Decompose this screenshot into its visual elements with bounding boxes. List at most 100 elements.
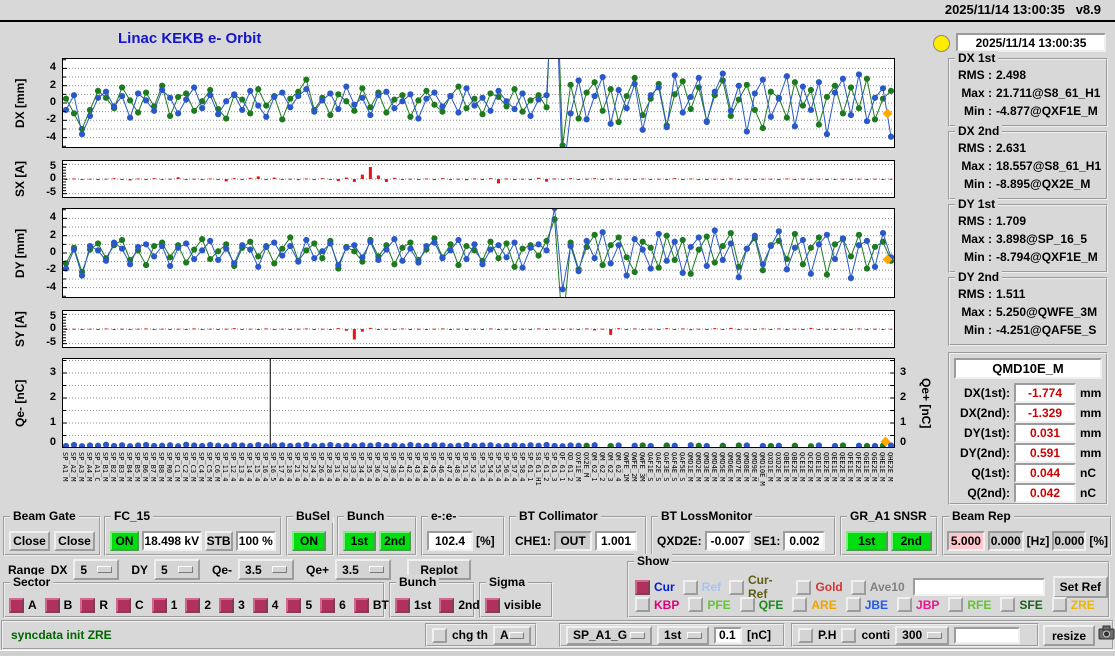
tick-label: 3	[900, 366, 907, 378]
show-checkbox-rfe-box[interactable]	[948, 597, 964, 612]
sector-checkbox-BT[interactable]: BT	[353, 597, 389, 613]
sector-checkbox-R-box[interactable]	[80, 597, 96, 613]
show-checkbox-ref[interactable]: Ref	[682, 579, 721, 595]
bpm-name-label: SP_58_4	[517, 452, 526, 482]
sx-steering-plot	[62, 160, 895, 198]
sector-checkbox-B-box[interactable]	[44, 597, 60, 613]
sector-checkbox-C[interactable]: C	[116, 597, 144, 613]
ref-name-input[interactable]	[912, 578, 1045, 596]
show-checkbox-jbp[interactable]: JBP	[897, 597, 939, 612]
sector-checkbox-A-box[interactable]	[9, 597, 24, 613]
sector-checkbox-2[interactable]: 2	[185, 597, 211, 613]
bunch-dropdown[interactable]: 1st	[657, 625, 709, 645]
show-checkbox-pfe[interactable]: PFE	[688, 597, 731, 612]
show-checkbox-are[interactable]: ARE	[792, 597, 837, 612]
bunch-2nd-indicator[interactable]: 2nd	[378, 530, 411, 551]
show-checkbox-ave10-box[interactable]	[850, 579, 866, 595]
sp-dropdown[interactable]: SP_A1_G	[566, 625, 652, 645]
bpm-name-label: QAF5E_S	[677, 452, 686, 482]
sector-checkbox-A[interactable]: A	[9, 597, 37, 613]
show-checkbox-ave10[interactable]: Ave10	[850, 579, 905, 595]
bpm-name-label: SP_C3_M	[189, 452, 198, 482]
fc15-stb-button[interactable]: STB	[204, 530, 233, 551]
sector-checkbox-3-box[interactable]	[219, 597, 235, 613]
show-checkbox-are-box[interactable]	[792, 597, 808, 612]
bpm-name-label: SP_61_2	[541, 452, 550, 482]
sector-checkbox-4[interactable]: 4	[252, 597, 278, 613]
sector-checkbox-R[interactable]: R	[80, 597, 108, 613]
fc15-on-button[interactable]: ON	[110, 530, 139, 551]
gr-snsr-1st-indicator[interactable]: 1st	[846, 530, 888, 551]
bunch-checkbox-1st-box[interactable]	[395, 597, 410, 613]
mode-dropdown[interactable]: A	[493, 625, 531, 645]
stat-box-title: DX 1st	[955, 51, 999, 65]
sector-checkbox-B[interactable]: B	[44, 597, 72, 613]
bunch-checkbox-2nd[interactable]: 2nd	[439, 597, 480, 613]
show-checkbox-cur[interactable]: Cur	[635, 579, 675, 595]
range-dy-dropdown[interactable]: 5	[154, 559, 201, 580]
conti-checkbox[interactable]	[841, 627, 857, 643]
show-checkbox-sfe-box[interactable]	[1000, 597, 1016, 612]
show-checkbox-qfe[interactable]: QFE	[739, 597, 783, 612]
che1-out-indicator[interactable]: OUT	[554, 530, 593, 551]
show-checkbox-qfe-box[interactable]	[739, 597, 755, 612]
sector-checkbox-6-box[interactable]	[320, 597, 336, 613]
sigma-visible-checkbox[interactable]: visible	[485, 597, 541, 613]
show-checkbox-jbp-box[interactable]	[897, 597, 913, 612]
ph-checkbox[interactable]	[798, 627, 813, 643]
sector-checkbox-5[interactable]: 5	[286, 597, 312, 613]
threshold-input[interactable]	[714, 626, 742, 644]
gr-snsr-2nd-indicator[interactable]: 2nd	[890, 530, 932, 551]
sector-checkbox-BT-box[interactable]	[353, 597, 369, 613]
bpm-name-label: SP_11_4	[221, 452, 230, 482]
show-checkbox-jbe-box[interactable]	[845, 597, 861, 612]
busel-group: BuSel ON	[286, 509, 334, 556]
beam-rep-set-value: 5.000	[947, 530, 985, 551]
range-dx-dropdown[interactable]: 5	[73, 559, 120, 580]
show-checkbox-kbp-box[interactable]	[635, 597, 650, 612]
show-checkbox-sfe[interactable]: SFE	[1000, 597, 1043, 612]
show-checkbox-ref-box[interactable]	[682, 579, 698, 595]
sector-checkbox-1-box[interactable]	[151, 597, 167, 613]
bpm-name-label: QAF4E_S	[669, 452, 678, 482]
sector-checkbox-1[interactable]: 1	[151, 597, 177, 613]
bunch-checkbox-1st[interactable]: 1st	[395, 597, 431, 613]
busel-on-button[interactable]: ON	[292, 530, 326, 551]
sigma-visible-checkbox-box[interactable]	[485, 597, 500, 613]
sector-checkbox-4-box[interactable]	[252, 597, 268, 613]
show-checkbox-cur-box[interactable]	[635, 579, 650, 595]
sector-checkbox-3[interactable]: 3	[219, 597, 245, 613]
resize-button[interactable]: resize	[1043, 625, 1095, 646]
show-checkbox-zre-box[interactable]	[1051, 597, 1067, 612]
bunch-checkbox-2nd-box[interactable]	[439, 597, 455, 613]
show-checkbox-gold[interactable]: Gold	[796, 579, 843, 595]
show-checkbox-gold-box[interactable]	[796, 579, 812, 595]
range-qe-minus-dropdown[interactable]: 3.5	[238, 559, 295, 580]
bpm-name-label: QGE2E_M	[869, 452, 878, 482]
beam-gate-close-button-2[interactable]: Close	[54, 530, 95, 551]
range-qe-plus-dropdown[interactable]: 3.5	[335, 559, 392, 580]
beam-gate-close-button-1[interactable]: Close	[9, 530, 50, 551]
set-ref-button[interactable]: Set Ref	[1052, 576, 1108, 598]
sector-checkbox-BT-label: BT	[372, 598, 389, 612]
replot-button[interactable]: Replot	[407, 559, 472, 580]
snapshot-camera-button[interactable]	[1098, 625, 1115, 645]
sx-axis-label: SX [A]	[13, 161, 27, 197]
sector-checkbox-5-box[interactable]	[286, 597, 302, 613]
show-checkbox-rfe[interactable]: RFE	[948, 597, 991, 612]
sector-checkbox-2-box[interactable]	[185, 597, 201, 613]
stat-box-dy-1st: DY 1st RMS :1.709 Max :3.898@SP_16_5 Min…	[948, 197, 1108, 273]
show-checkbox-pfe-box[interactable]	[688, 597, 704, 612]
show-checkbox-kbp[interactable]: KBP	[635, 597, 679, 612]
bunch-1st-indicator[interactable]: 1st	[343, 530, 376, 551]
tick-label: 0	[49, 96, 56, 108]
points-dropdown[interactable]: 300	[895, 625, 950, 645]
show-checkbox-cur-ref-box[interactable]	[729, 579, 745, 595]
chg-th-checkbox[interactable]	[432, 627, 447, 643]
sector-checkbox-C-box[interactable]	[116, 597, 132, 613]
show-checkbox-zre[interactable]: ZRE	[1051, 597, 1095, 612]
bunch-group: Bunch 1st 2nd	[337, 509, 417, 556]
extra-input[interactable]	[954, 626, 1021, 644]
sector-checkbox-6[interactable]: 6	[320, 597, 346, 613]
show-checkbox-jbe[interactable]: JBE	[845, 597, 888, 612]
